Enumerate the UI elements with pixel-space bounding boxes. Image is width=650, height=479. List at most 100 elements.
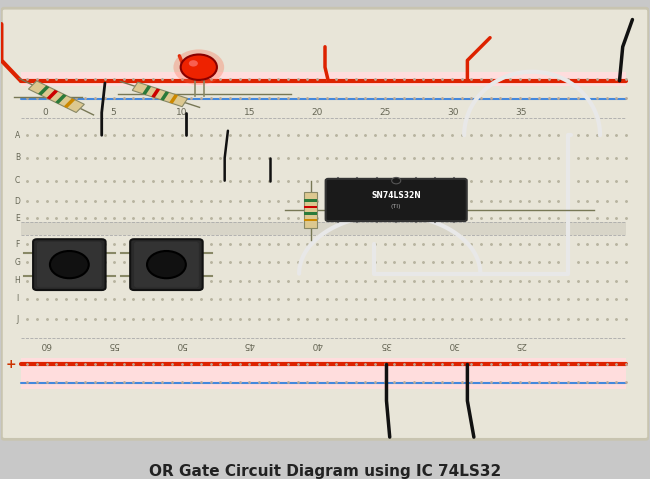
Point xyxy=(428,131,438,139)
Point xyxy=(312,177,322,184)
Point xyxy=(148,177,158,184)
Point xyxy=(157,315,168,323)
Point xyxy=(515,277,525,285)
Point xyxy=(495,295,506,303)
Point xyxy=(389,240,399,248)
Point xyxy=(42,76,52,83)
Point xyxy=(592,215,602,222)
Point xyxy=(360,378,370,386)
Point xyxy=(244,215,255,222)
Point xyxy=(389,295,399,303)
Point xyxy=(109,76,120,83)
Point xyxy=(196,131,206,139)
Point xyxy=(360,259,370,266)
Point xyxy=(273,295,283,303)
Point xyxy=(456,378,467,386)
Point xyxy=(292,360,303,367)
Point xyxy=(99,215,110,222)
Point xyxy=(621,94,631,102)
Point xyxy=(51,240,62,248)
Point xyxy=(312,378,322,386)
Point xyxy=(495,315,506,323)
Point xyxy=(524,197,534,205)
Point xyxy=(51,131,62,139)
Point xyxy=(148,315,158,323)
Point xyxy=(292,215,303,222)
Point xyxy=(22,197,32,205)
Point xyxy=(331,215,341,222)
Point xyxy=(553,197,564,205)
Point xyxy=(601,259,612,266)
Point xyxy=(283,277,293,285)
Point xyxy=(244,259,255,266)
Point xyxy=(119,76,129,83)
Point xyxy=(621,259,631,266)
Point xyxy=(42,259,52,266)
Point xyxy=(90,240,100,248)
Point xyxy=(235,215,245,222)
Point xyxy=(235,197,245,205)
Point xyxy=(167,315,177,323)
Point xyxy=(515,215,525,222)
Point xyxy=(447,215,458,222)
Point xyxy=(505,240,515,248)
Point xyxy=(273,154,283,162)
Point xyxy=(235,277,245,285)
Bar xyxy=(29,81,84,113)
Point xyxy=(418,259,428,266)
Point xyxy=(177,360,187,367)
Point xyxy=(456,259,467,266)
Point xyxy=(32,315,42,323)
Point xyxy=(360,295,370,303)
Point xyxy=(505,76,515,83)
Point xyxy=(370,295,380,303)
Point xyxy=(601,215,612,222)
Point xyxy=(408,76,419,83)
Point xyxy=(553,154,564,162)
Point xyxy=(350,240,361,248)
Point xyxy=(254,131,265,139)
Point xyxy=(235,76,245,83)
Point xyxy=(196,315,206,323)
Point xyxy=(341,177,351,184)
Point xyxy=(524,295,534,303)
Point xyxy=(466,177,476,184)
Point xyxy=(582,360,593,367)
Point xyxy=(447,94,458,102)
Point xyxy=(177,315,187,323)
Point xyxy=(292,240,303,248)
Point xyxy=(167,215,177,222)
Point xyxy=(119,259,129,266)
Point xyxy=(90,360,100,367)
Point xyxy=(476,277,486,285)
Point xyxy=(398,240,409,248)
Point xyxy=(80,154,90,162)
Point xyxy=(205,197,216,205)
Point xyxy=(601,177,612,184)
Point xyxy=(611,240,621,248)
Point xyxy=(466,360,476,367)
Point xyxy=(215,259,226,266)
Point xyxy=(205,378,216,386)
Point xyxy=(456,295,467,303)
Point xyxy=(350,277,361,285)
Point xyxy=(398,360,409,367)
Point xyxy=(428,76,438,83)
Point xyxy=(302,131,313,139)
Point xyxy=(573,259,583,266)
Point xyxy=(99,295,110,303)
Point xyxy=(148,94,158,102)
Point xyxy=(80,315,90,323)
Text: 5: 5 xyxy=(111,108,116,117)
Point xyxy=(370,315,380,323)
Point xyxy=(428,94,438,102)
Point xyxy=(225,295,235,303)
Point xyxy=(553,215,564,222)
Point xyxy=(292,315,303,323)
Point xyxy=(205,215,216,222)
Point xyxy=(205,360,216,367)
Point xyxy=(187,131,197,139)
Point xyxy=(283,154,293,162)
Point xyxy=(235,360,245,367)
Point xyxy=(601,154,612,162)
